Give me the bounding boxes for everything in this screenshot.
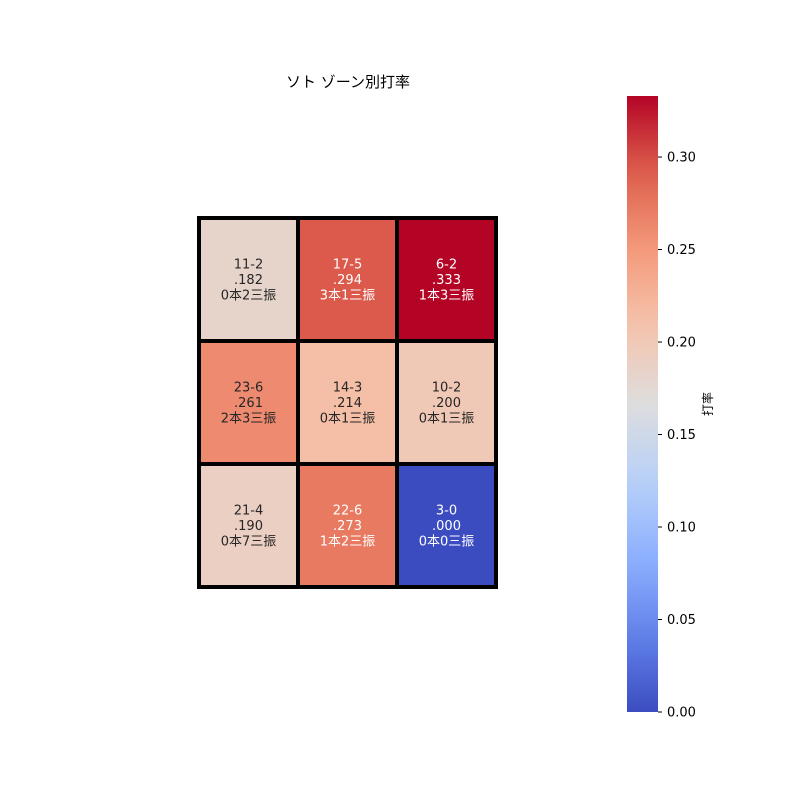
heatmap-cell [197, 462, 300, 589]
cell-avg-label: .261 [234, 396, 263, 411]
cell-avg-label: .200 [432, 396, 461, 411]
cell-detail-label: 3本1三振 [320, 289, 376, 304]
cell-detail-label: 2本3三振 [221, 412, 277, 427]
cell-record-label: 11-2 [234, 258, 264, 273]
cell-detail-label: 0本1三振 [419, 412, 475, 427]
cell-record-label: 10-2 [432, 381, 462, 396]
colorbar-tick-label: 0.15 [667, 428, 696, 443]
cell-record-label: 14-3 [333, 381, 363, 396]
cell-record-label: 17-5 [333, 258, 363, 273]
cell-record-label: 6-2 [436, 258, 457, 273]
colorbar-tick-label: 0.20 [667, 336, 696, 351]
cell-avg-label: .273 [333, 519, 362, 534]
heatmap-cell [395, 339, 498, 466]
heatmap-cell [395, 462, 498, 589]
cell-avg-label: .294 [333, 273, 362, 288]
cell-detail-label: 0本2三振 [221, 289, 277, 304]
cell-avg-label: .214 [333, 396, 362, 411]
chart-title: ソト ゾーン別打率 [286, 73, 410, 91]
cell-record-label: 21-4 [234, 504, 264, 519]
heatmap-cell [197, 216, 300, 343]
colorbar-tick-label: 0.00 [667, 706, 696, 721]
colorbar: 0.00 0.05 0.10 0.15 0.20 0.25 0.30 打率 [627, 96, 715, 721]
colorbar-tick-label: 0.25 [667, 243, 696, 258]
cell-detail-label: 0本1三振 [320, 412, 376, 427]
cell-avg-label: .000 [432, 519, 461, 534]
cell-record-label: 3-0 [436, 504, 457, 519]
colorbar-tick-label: 0.30 [667, 151, 696, 166]
colorbar-tick-label: 0.05 [667, 613, 696, 628]
cell-avg-label: .333 [432, 273, 461, 288]
cell-record-label: 22-6 [333, 504, 363, 519]
cell-detail-label: 0本0三振 [419, 535, 475, 550]
colorbar-label: 打率 [700, 392, 715, 416]
cell-detail-label: 1本2三振 [320, 535, 376, 550]
colorbar-tick-label: 0.10 [667, 521, 696, 536]
colorbar-gradient [627, 96, 658, 712]
cell-record-label: 23-6 [234, 381, 264, 396]
cell-avg-label: .182 [234, 273, 263, 288]
cell-avg-label: .190 [234, 519, 263, 534]
cell-detail-label: 0本7三振 [221, 535, 277, 550]
heatmap-cell [296, 462, 399, 589]
cell-detail-label: 1本3三振 [419, 289, 475, 304]
